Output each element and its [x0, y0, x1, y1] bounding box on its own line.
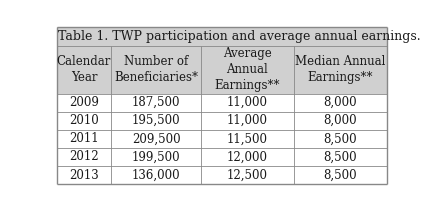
Text: 2011: 2011: [69, 132, 99, 145]
Text: 8,500: 8,500: [323, 169, 357, 182]
Text: Average
Annual
Earnings**: Average Annual Earnings**: [215, 47, 280, 92]
Text: 2012: 2012: [69, 151, 99, 164]
Text: 11,500: 11,500: [227, 132, 268, 145]
Text: 209,500: 209,500: [132, 132, 181, 145]
Text: 199,500: 199,500: [132, 151, 181, 164]
Bar: [57, 166, 387, 184]
Text: 136,000: 136,000: [132, 169, 181, 182]
Text: 2010: 2010: [69, 114, 99, 127]
Text: 8,000: 8,000: [323, 114, 357, 127]
Bar: [57, 130, 387, 148]
Text: 2013: 2013: [69, 169, 99, 182]
Text: Number of
Beneficiaries*: Number of Beneficiaries*: [114, 55, 198, 84]
Text: 8,000: 8,000: [323, 96, 357, 109]
Bar: [57, 94, 387, 112]
Text: 11,000: 11,000: [227, 96, 268, 109]
Bar: [57, 112, 387, 130]
Text: Median Annual
Earnings**: Median Annual Earnings**: [295, 55, 386, 84]
Text: 195,500: 195,500: [132, 114, 181, 127]
Text: 8,500: 8,500: [323, 151, 357, 164]
Bar: [57, 46, 387, 94]
Bar: [57, 148, 387, 166]
Text: 12,000: 12,000: [227, 151, 268, 164]
Text: 11,000: 11,000: [227, 114, 268, 127]
Text: 187,500: 187,500: [132, 96, 180, 109]
Bar: [57, 27, 387, 46]
Text: Calendar
Year: Calendar Year: [57, 55, 111, 84]
Text: 2009: 2009: [69, 96, 99, 109]
Text: 8,500: 8,500: [323, 132, 357, 145]
Text: 12,500: 12,500: [227, 169, 268, 182]
Text: Table 1. TWP participation and average annual earnings.: Table 1. TWP participation and average a…: [58, 30, 421, 43]
